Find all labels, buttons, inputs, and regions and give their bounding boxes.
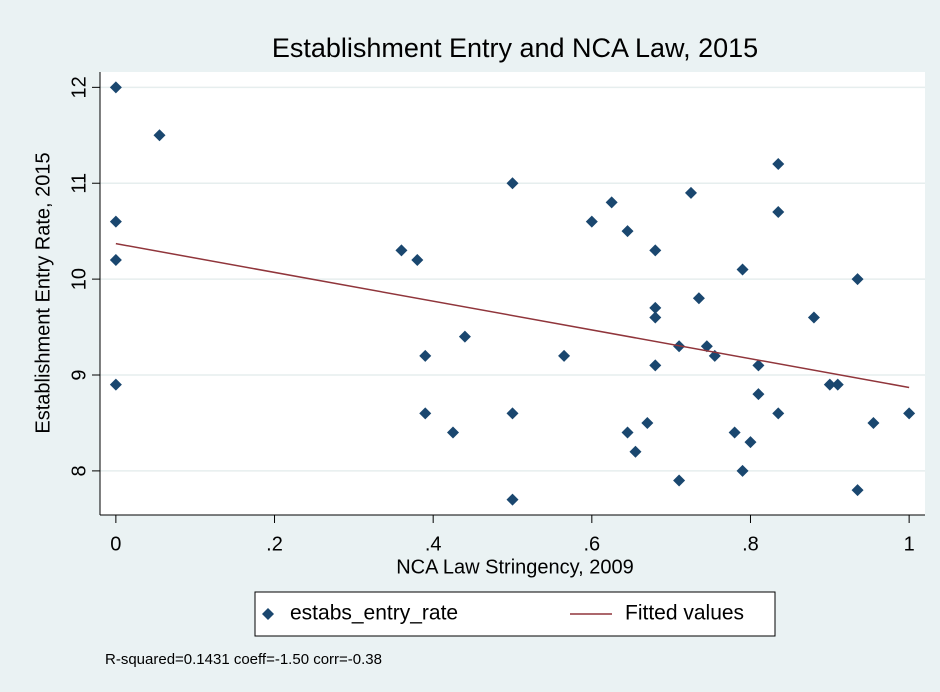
point [419, 407, 432, 420]
point [867, 416, 880, 429]
y-tick-label: 11 [68, 173, 90, 194]
point [447, 426, 460, 439]
point [903, 407, 916, 420]
point [736, 263, 749, 276]
point [700, 340, 713, 353]
point [621, 426, 634, 439]
legend-label: estabs_entry_rate [290, 602, 458, 625]
x-tick-label: 1 [904, 533, 915, 555]
point [692, 292, 705, 305]
point [673, 474, 686, 487]
point [851, 273, 864, 286]
fitted-line [115, 242, 910, 389]
point [109, 215, 122, 228]
point [605, 196, 618, 209]
y-axis-title: Establishment Entry Rate, 2015 [32, 152, 54, 433]
y-tick-label: 12 [68, 76, 90, 98]
point [772, 158, 785, 171]
point [649, 359, 662, 372]
point [641, 416, 654, 429]
point [629, 445, 642, 458]
plot-area [100, 72, 925, 515]
point [752, 359, 765, 372]
legend-label: Fitted values [625, 602, 744, 625]
point [728, 426, 741, 439]
point [823, 378, 836, 391]
point [411, 253, 424, 266]
point [558, 349, 571, 362]
point [506, 177, 519, 190]
point [109, 253, 122, 266]
x-tick-label: .4 [425, 533, 442, 555]
chart-title: Establishment Entry and NCA Law, 2015 [272, 33, 758, 63]
y-tick-label: 8 [68, 465, 90, 476]
point [395, 244, 408, 257]
point [649, 311, 662, 324]
y-tick-label: 9 [68, 369, 90, 380]
legend-box [254, 591, 776, 637]
point [744, 436, 757, 449]
x-tick-label: .6 [583, 533, 600, 555]
point [752, 388, 765, 401]
point [506, 493, 519, 506]
point [772, 205, 785, 218]
point [736, 464, 749, 477]
x-axis-title: NCA Law Stringency, 2009 [396, 556, 634, 578]
point [109, 81, 122, 94]
point [109, 378, 122, 391]
point [621, 225, 634, 238]
legend-swatch [262, 608, 274, 620]
point [649, 244, 662, 257]
point [458, 330, 471, 343]
point [807, 311, 820, 324]
x-tick-label: .8 [742, 533, 759, 555]
point [772, 407, 785, 420]
point [649, 301, 662, 314]
point [506, 407, 519, 420]
point [419, 349, 432, 362]
point [831, 378, 844, 391]
note: R-squared=0.1431 coeff=-1.50 corr=-0.38 [105, 651, 382, 668]
point [851, 484, 864, 497]
point [684, 186, 697, 199]
x-tick-label: 0 [110, 533, 121, 555]
point [585, 215, 598, 228]
x-tick-label: .2 [266, 533, 283, 555]
y-tick-label: 10 [68, 268, 90, 290]
point [153, 129, 166, 142]
